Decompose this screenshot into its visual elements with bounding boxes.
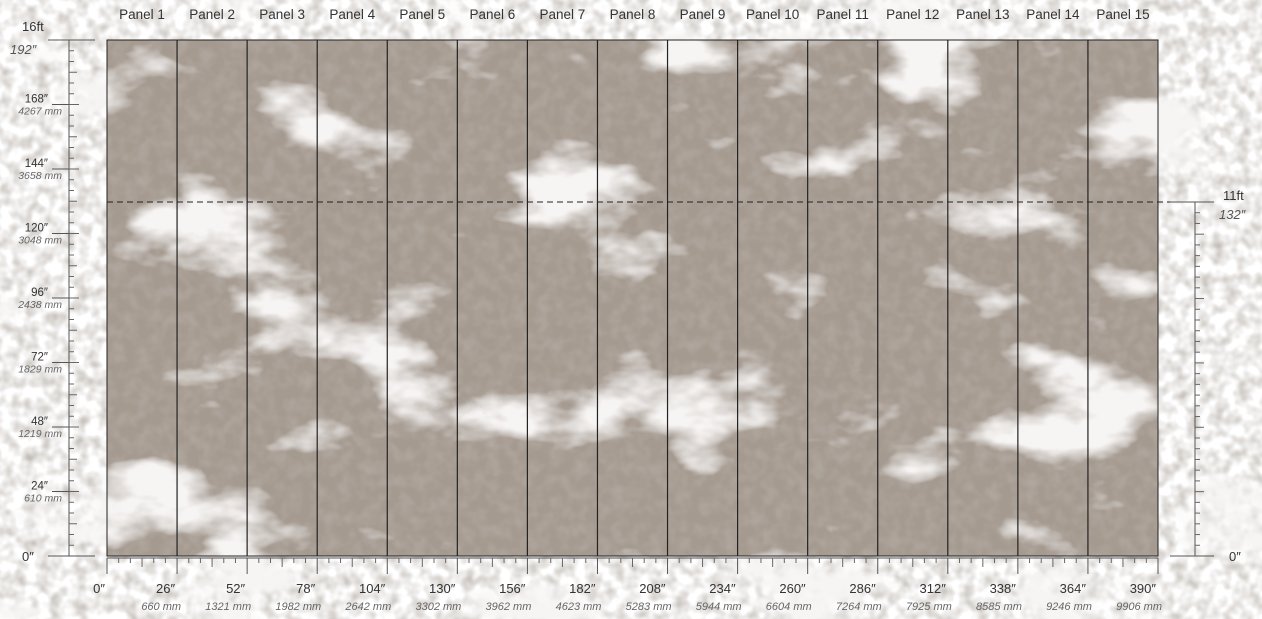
left-ruler-mm-label: 1219 mm — [18, 428, 62, 440]
panel-label: Panel 6 — [469, 7, 515, 22]
left-ruler-mm-label: 2438 mm — [17, 299, 62, 311]
left-ruler-bottom-label: 0″ — [22, 549, 34, 564]
bottom-ruler-mm-label: 3302 mm — [415, 601, 461, 613]
left-ruler-mm-label: 610 mm — [24, 493, 62, 505]
left-ruler-top-inches: 192″ — [10, 42, 37, 57]
bottom-ruler-inch-label: 78″ — [296, 581, 315, 596]
bottom-ruler-mm-label: 7264 mm — [836, 601, 882, 613]
left-ruler-inch-label: 144″ — [25, 158, 48, 170]
bottom-ruler-inch-label: 104″ — [359, 581, 386, 596]
bottom-ruler-ticks — [118, 558, 1147, 567]
bottom-ruler-inch-label: 390″ — [1130, 581, 1157, 596]
bottom-ruler-mm-label: 8585 mm — [976, 601, 1022, 613]
right-height-ruler: 11ft 132″ 0″ — [1170, 188, 1246, 564]
bottom-ruler-inch-label: 234″ — [709, 581, 736, 596]
left-ruler-inch-label: 72″ — [31, 352, 48, 364]
bottom-ruler-inch-label: 208″ — [639, 581, 666, 596]
marble-wallpaper-image — [107, 40, 1158, 556]
bottom-ruler-mm-label: 7925 mm — [906, 601, 952, 613]
wallpaper-outline — [106, 39, 1159, 557]
bottom-ruler-mm-label: 3962 mm — [486, 601, 532, 613]
bottom-ruler-mm-label: 5283 mm — [626, 601, 672, 613]
bottom-ruler-inch-label: 156″ — [499, 581, 526, 596]
bottom-ruler-inch-label: 0″ — [93, 581, 105, 596]
panel-label: Panel 7 — [540, 7, 586, 22]
left-ruler-marks: 24″610 mm 48″1219 mm 72″1829 mm 96″2438 mm 1… — [17, 94, 69, 505]
bottom-ruler-mm-label: 1321 mm — [205, 601, 251, 613]
right-ruler-top-inches: 132″ — [1219, 207, 1246, 222]
bottom-ruler-inch-label: 286″ — [849, 581, 876, 596]
bottom-ruler-inch-label: 26″ — [156, 581, 175, 596]
panel-label: Panel 12 — [886, 7, 939, 22]
left-ruler-mm-label: 3048 mm — [18, 235, 62, 247]
bottom-ruler-marks: 0″ 26″ 660 mm 52″ 1321 mm 78″ 1982 mm 104″ 2642 … — [93, 558, 1162, 613]
left-height-ruler: 16ft 192″ 0″ 24″610 mm 48″1219 mm 72″1829 … — [10, 19, 95, 564]
left-ruler-mm-label: 1829 mm — [18, 364, 62, 376]
left-ruler-mm-label: 3658 mm — [18, 170, 62, 182]
left-ruler-inch-label: 168″ — [25, 94, 48, 106]
left-ruler-top-label: 16ft — [22, 19, 44, 34]
panel-labels: Panel 1 Panel 2 Panel 3 Panel 4 Panel 5 Panel… — [119, 7, 1149, 22]
left-ruler-inch-label: 96″ — [31, 287, 48, 299]
panel-label: Panel 9 — [680, 7, 726, 22]
bottom-ruler-mm-label: 660 mm — [141, 601, 181, 613]
panel-dividers — [106, 39, 1159, 557]
panel-label: Panel 3 — [259, 7, 305, 22]
bottom-ruler-inch-label: 338″ — [990, 581, 1017, 596]
left-ruler-mm-label: 4267 mm — [18, 106, 62, 118]
panel-label: Panel 8 — [610, 7, 656, 22]
panel-label: Panel 14 — [1026, 7, 1080, 22]
bottom-ruler-inch-label: 52″ — [226, 581, 245, 596]
panel-label: Panel 1 — [119, 7, 165, 22]
bottom-width-ruler: 0″ 26″ 660 mm 52″ 1321 mm 78″ 1982 mm 104″ 2642 … — [93, 557, 1162, 613]
left-ruler-inch-label: 24″ — [31, 481, 48, 493]
bottom-ruler-mm-label: 9906 mm — [1116, 601, 1162, 613]
bottom-ruler-inch-label: 130″ — [429, 581, 456, 596]
panel-label: Panel 4 — [329, 7, 375, 22]
left-ruler-inch-label: 48″ — [31, 416, 48, 428]
panel-label: Panel 11 — [817, 7, 869, 22]
panel-label: Panel 5 — [399, 7, 445, 22]
bottom-ruler-mm-label: 4623 mm — [556, 601, 602, 613]
right-ruler-bottom-label: 0″ — [1229, 549, 1241, 564]
bottom-ruler-inch-label: 312″ — [920, 581, 947, 596]
bottom-ruler-inch-label: 364″ — [1060, 581, 1087, 596]
left-ruler-ticks — [69, 50, 79, 546]
bottom-ruler-mm-label: 6604 mm — [766, 601, 812, 613]
right-ruler-top-label: 11ft — [1223, 188, 1244, 203]
bottom-ruler-mm-label: 1982 mm — [275, 601, 321, 613]
panel-label: Panel 10 — [746, 7, 799, 22]
panel-label: Panel 13 — [956, 7, 1009, 22]
bottom-ruler-inch-label: 182″ — [569, 581, 596, 596]
bottom-ruler-mm-label: 5944 mm — [696, 601, 742, 613]
panel-label: Panel 2 — [189, 7, 235, 22]
right-ruler-ticks — [1195, 212, 1204, 546]
bottom-ruler-inch-label: 260″ — [779, 581, 806, 596]
left-ruler-inch-label: 120″ — [25, 223, 48, 235]
panel-label: Panel 15 — [1096, 7, 1149, 22]
bottom-ruler-mm-label: 9246 mm — [1046, 601, 1092, 613]
bottom-ruler-mm-label: 2642 mm — [344, 601, 391, 613]
